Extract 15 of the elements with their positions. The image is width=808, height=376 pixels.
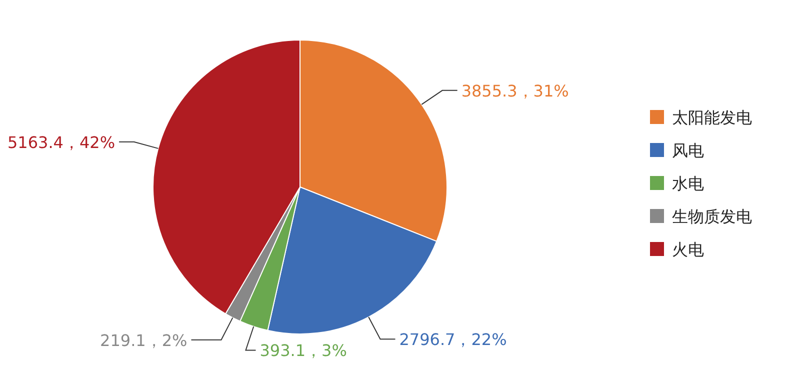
slice: 5163.4，42% xyxy=(7,40,300,314)
data-label: 219.1，2% xyxy=(100,330,188,350)
legend-label: 风电 xyxy=(672,141,704,160)
legend-label: 生物质发电 xyxy=(672,207,752,226)
pie-slice xyxy=(300,40,448,242)
pie-slice xyxy=(240,186,300,331)
legend-label: 太阳能发电 xyxy=(672,108,752,127)
data-label: 2796.7，22% xyxy=(399,330,507,350)
pie-slice xyxy=(152,40,300,314)
pie-slice xyxy=(267,186,438,334)
slice: 3855.3，31% xyxy=(300,40,569,242)
legend-label: 水电 xyxy=(672,174,704,193)
data-label: 3855.3，31% xyxy=(461,81,569,100)
legend-label: 火电 xyxy=(672,240,704,259)
data-label: 5163.4，42% xyxy=(7,132,116,152)
